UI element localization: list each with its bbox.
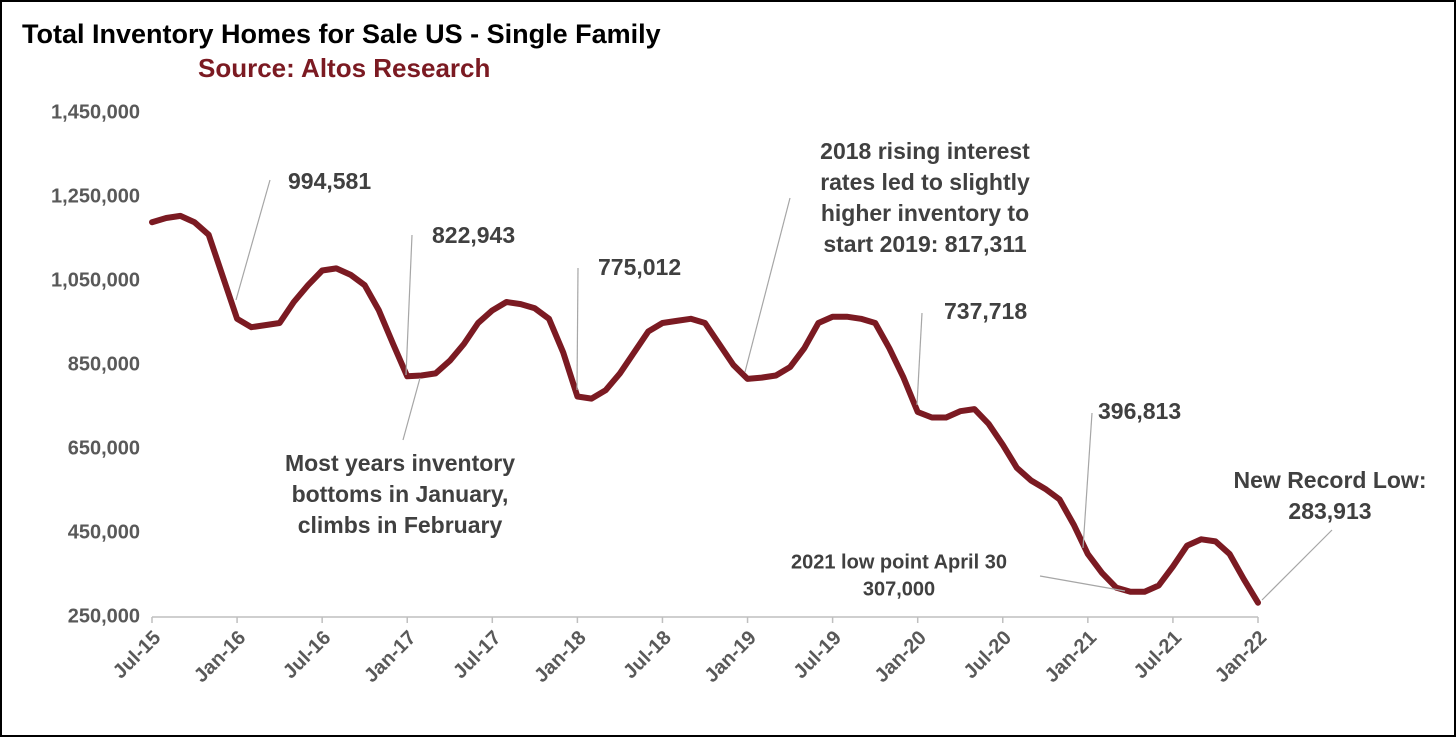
annotation-pointer: [402, 377, 421, 441]
annotation-text: rates led to slightly: [820, 169, 1030, 195]
annotation-pointer: [235, 179, 271, 301]
y-tick-label: 1,450,000: [51, 101, 140, 123]
annotation-text: 822,943: [432, 222, 515, 248]
data-line: [149, 212, 1261, 606]
y-tick-label: 450,000: [68, 521, 140, 543]
annotation-pointer: [916, 312, 923, 406]
annotation-pointer: [744, 197, 791, 373]
annotation-text: climbs in February: [298, 512, 503, 538]
annotation-text: start 2019: 817,311: [823, 231, 1027, 257]
annotation-text: 396,813: [1098, 398, 1181, 424]
annotation-text: 2021 low point April 30: [791, 551, 1007, 573]
y-tick-label: 250,000: [68, 605, 140, 627]
annotation-text: New Record Low:: [1234, 467, 1427, 493]
annotation-text: 737,718: [944, 298, 1027, 324]
annotation-text: bottoms in January,: [292, 481, 509, 507]
annotation-pointer: [405, 234, 413, 376]
annotation-text: 2018 rising interest: [820, 138, 1030, 164]
annotation-text: 775,012: [598, 254, 681, 280]
chart-subtitle: Source: Altos Research: [198, 53, 490, 83]
annotation-text: 994,581: [288, 168, 371, 194]
annotation-pointer: [1039, 575, 1126, 592]
y-tick-label: 850,000: [68, 353, 140, 375]
y-tick-label: 650,000: [68, 437, 140, 459]
chart-title: Total Inventory Homes for Sale US - Sing…: [22, 19, 661, 49]
annotation-text: 307,000: [863, 578, 935, 600]
annotation-text: higher inventory to: [821, 200, 1029, 226]
annotation-text: Most years inventory: [285, 450, 515, 476]
annotation-text: 283,913: [1288, 498, 1371, 524]
y-tick-label: 1,050,000: [51, 269, 140, 291]
annotation-pointer: [1082, 412, 1093, 549]
y-tick-label: 1,250,000: [51, 185, 140, 207]
annotation-pointer: [576, 267, 579, 391]
annotation-pointer: [1261, 529, 1333, 601]
